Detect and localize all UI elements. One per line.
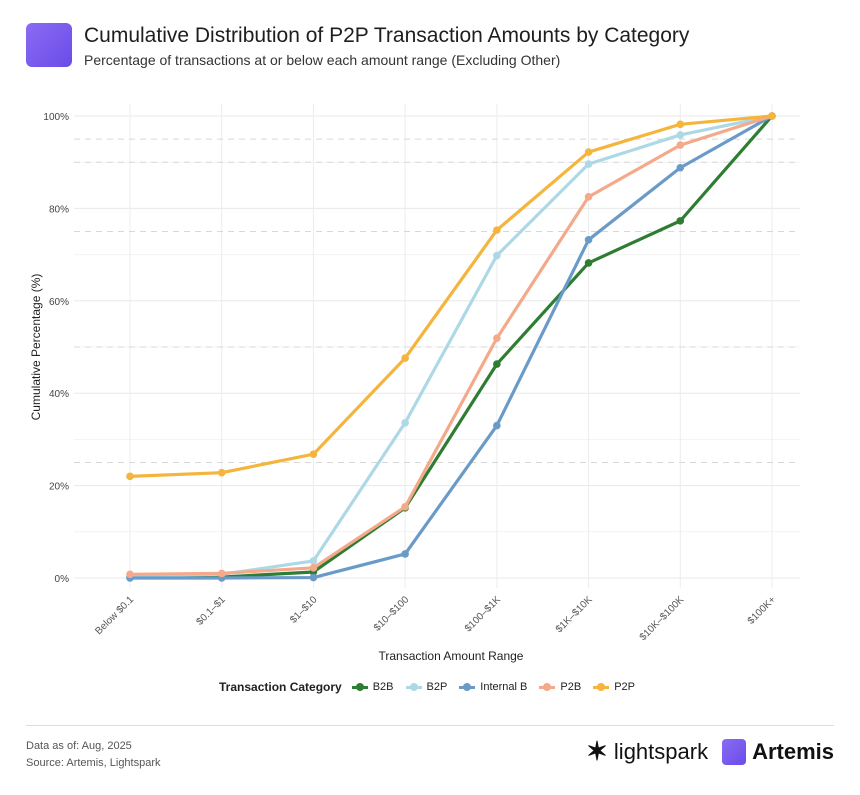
- artemis-mini-logo-icon: [722, 738, 747, 765]
- data-date: Data as of: Aug, 2025: [26, 740, 132, 752]
- data-point: [584, 148, 593, 156]
- page-title: Cumulative Distribution of P2P Transacti…: [84, 24, 690, 47]
- data-point: [309, 564, 318, 572]
- legend-item: Internal B: [459, 681, 527, 693]
- data-point: [493, 334, 501, 343]
- data-point: [493, 251, 501, 260]
- data-point: [309, 557, 318, 565]
- y-tick-label: 0%: [55, 574, 70, 585]
- artemis-logo-icon: [26, 23, 72, 67]
- data-point: [768, 112, 776, 120]
- legend-item: B2P: [405, 681, 448, 693]
- data-point: [676, 131, 685, 139]
- x-tick-label: $1–$10: [288, 594, 320, 626]
- y-axis-title: Cumulative Percentage (%): [29, 274, 43, 421]
- brand-logos: ✶ lightspark Artemis: [586, 736, 834, 767]
- data-point: [309, 573, 318, 582]
- footer-notes: Data as of: Aug, 2025 Source: Artemis, L…: [26, 738, 161, 772]
- data-point: [126, 570, 134, 579]
- y-tick-label: 100%: [43, 112, 69, 123]
- legend-label: Internal B: [480, 681, 528, 693]
- artemis-wordmark: Artemis: [752, 738, 834, 764]
- y-tick-label: 20%: [49, 482, 69, 493]
- data-point: [217, 468, 226, 477]
- data-point: [676, 163, 685, 172]
- data-point: [584, 259, 593, 267]
- legend-item: B2B: [351, 681, 394, 693]
- x-tick-label: $100–$1K: [463, 594, 503, 634]
- y-tick-label: 80%: [49, 204, 69, 215]
- data-point: [493, 421, 501, 430]
- series-line-internal-b: [130, 114, 773, 580]
- x-tick-label: Below $0.1: [93, 594, 136, 637]
- legend-swatch-icon: [593, 682, 610, 691]
- data-point: [401, 418, 409, 427]
- x-tick-label: $10K–$100K: [638, 594, 687, 643]
- legend-swatch-icon: [405, 682, 422, 691]
- lightspark-logo-icon: ✶: [586, 736, 608, 766]
- legend-swatch-icon: [539, 682, 556, 691]
- line-chart: 0% 20% 40% 60% 80% 100% Below $0.1 $0.1–$1 $1–$1…: [29, 104, 800, 663]
- series-line-p2b: [129, 114, 773, 576]
- data-point: [676, 141, 685, 149]
- data-source: Source: Artemis, Lightspark: [26, 757, 161, 769]
- data-point: [676, 120, 685, 129]
- legend-title: Transaction Category: [219, 680, 342, 694]
- data-point: [493, 226, 501, 234]
- legend: Transaction Category B2B B2P Internal B P2B…: [0, 680, 860, 694]
- data-point: [309, 450, 318, 458]
- legend-label: B2P: [426, 681, 448, 693]
- lightspark-wordmark: lightspark: [613, 738, 709, 764]
- x-tick-label: $100K+: [746, 594, 778, 626]
- page-subtitle: Percentage of transactions at or below e…: [84, 52, 561, 68]
- data-point: [401, 354, 409, 362]
- legend-item: P2P: [593, 681, 635, 693]
- series-line-b2b: [130, 114, 774, 579]
- data-point: [584, 193, 593, 201]
- data-point: [584, 236, 593, 244]
- y-tick-label: 40%: [49, 389, 69, 400]
- legend-item: P2B: [539, 681, 581, 693]
- data-point: [676, 217, 685, 225]
- legend-swatch-icon: [459, 682, 476, 691]
- legend-swatch-icon: [351, 682, 368, 691]
- data-point: [584, 160, 593, 168]
- x-tick-label: $10–$100: [372, 594, 412, 634]
- series-line-b2p: [129, 114, 773, 578]
- legend-label: P2P: [614, 681, 635, 693]
- x-axis-title: Transaction Amount Range: [379, 649, 524, 663]
- legend-label: B2B: [372, 681, 394, 693]
- x-tick-label: $0.1–$1: [194, 594, 228, 628]
- data-point: [401, 503, 409, 511]
- data-point: [493, 360, 501, 368]
- data-point: [126, 472, 134, 481]
- data-point: [217, 569, 226, 578]
- legend-label: P2B: [560, 681, 582, 693]
- footer-divider: [26, 725, 834, 726]
- y-tick-label: 60%: [49, 297, 69, 308]
- series-line-p2p: [129, 114, 773, 478]
- data-point: [401, 550, 409, 558]
- x-tick-label: $1K–$10K: [554, 594, 595, 635]
